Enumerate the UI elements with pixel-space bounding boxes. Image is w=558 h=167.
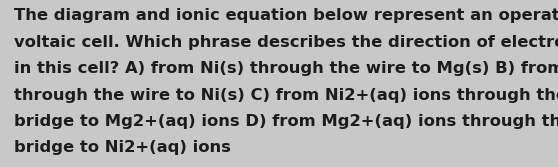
Text: The diagram and ionic equation below represent an operating: The diagram and ionic equation below rep… [14, 8, 558, 23]
Text: in this cell? A) from Ni(s) through the wire to Mg(s) B) from Mg(s): in this cell? A) from Ni(s) through the … [14, 61, 558, 76]
Text: voltaic cell. Which phrase describes the direction of electron flow: voltaic cell. Which phrase describes the… [14, 35, 558, 50]
Text: bridge to Ni2+(aq) ions: bridge to Ni2+(aq) ions [14, 140, 231, 155]
Text: bridge to Mg2+(aq) ions D) from Mg2+(aq) ions through the salt: bridge to Mg2+(aq) ions D) from Mg2+(aq)… [14, 114, 558, 129]
Text: through the wire to Ni(s) C) from Ni2+(aq) ions through the salt: through the wire to Ni(s) C) from Ni2+(a… [14, 88, 558, 103]
